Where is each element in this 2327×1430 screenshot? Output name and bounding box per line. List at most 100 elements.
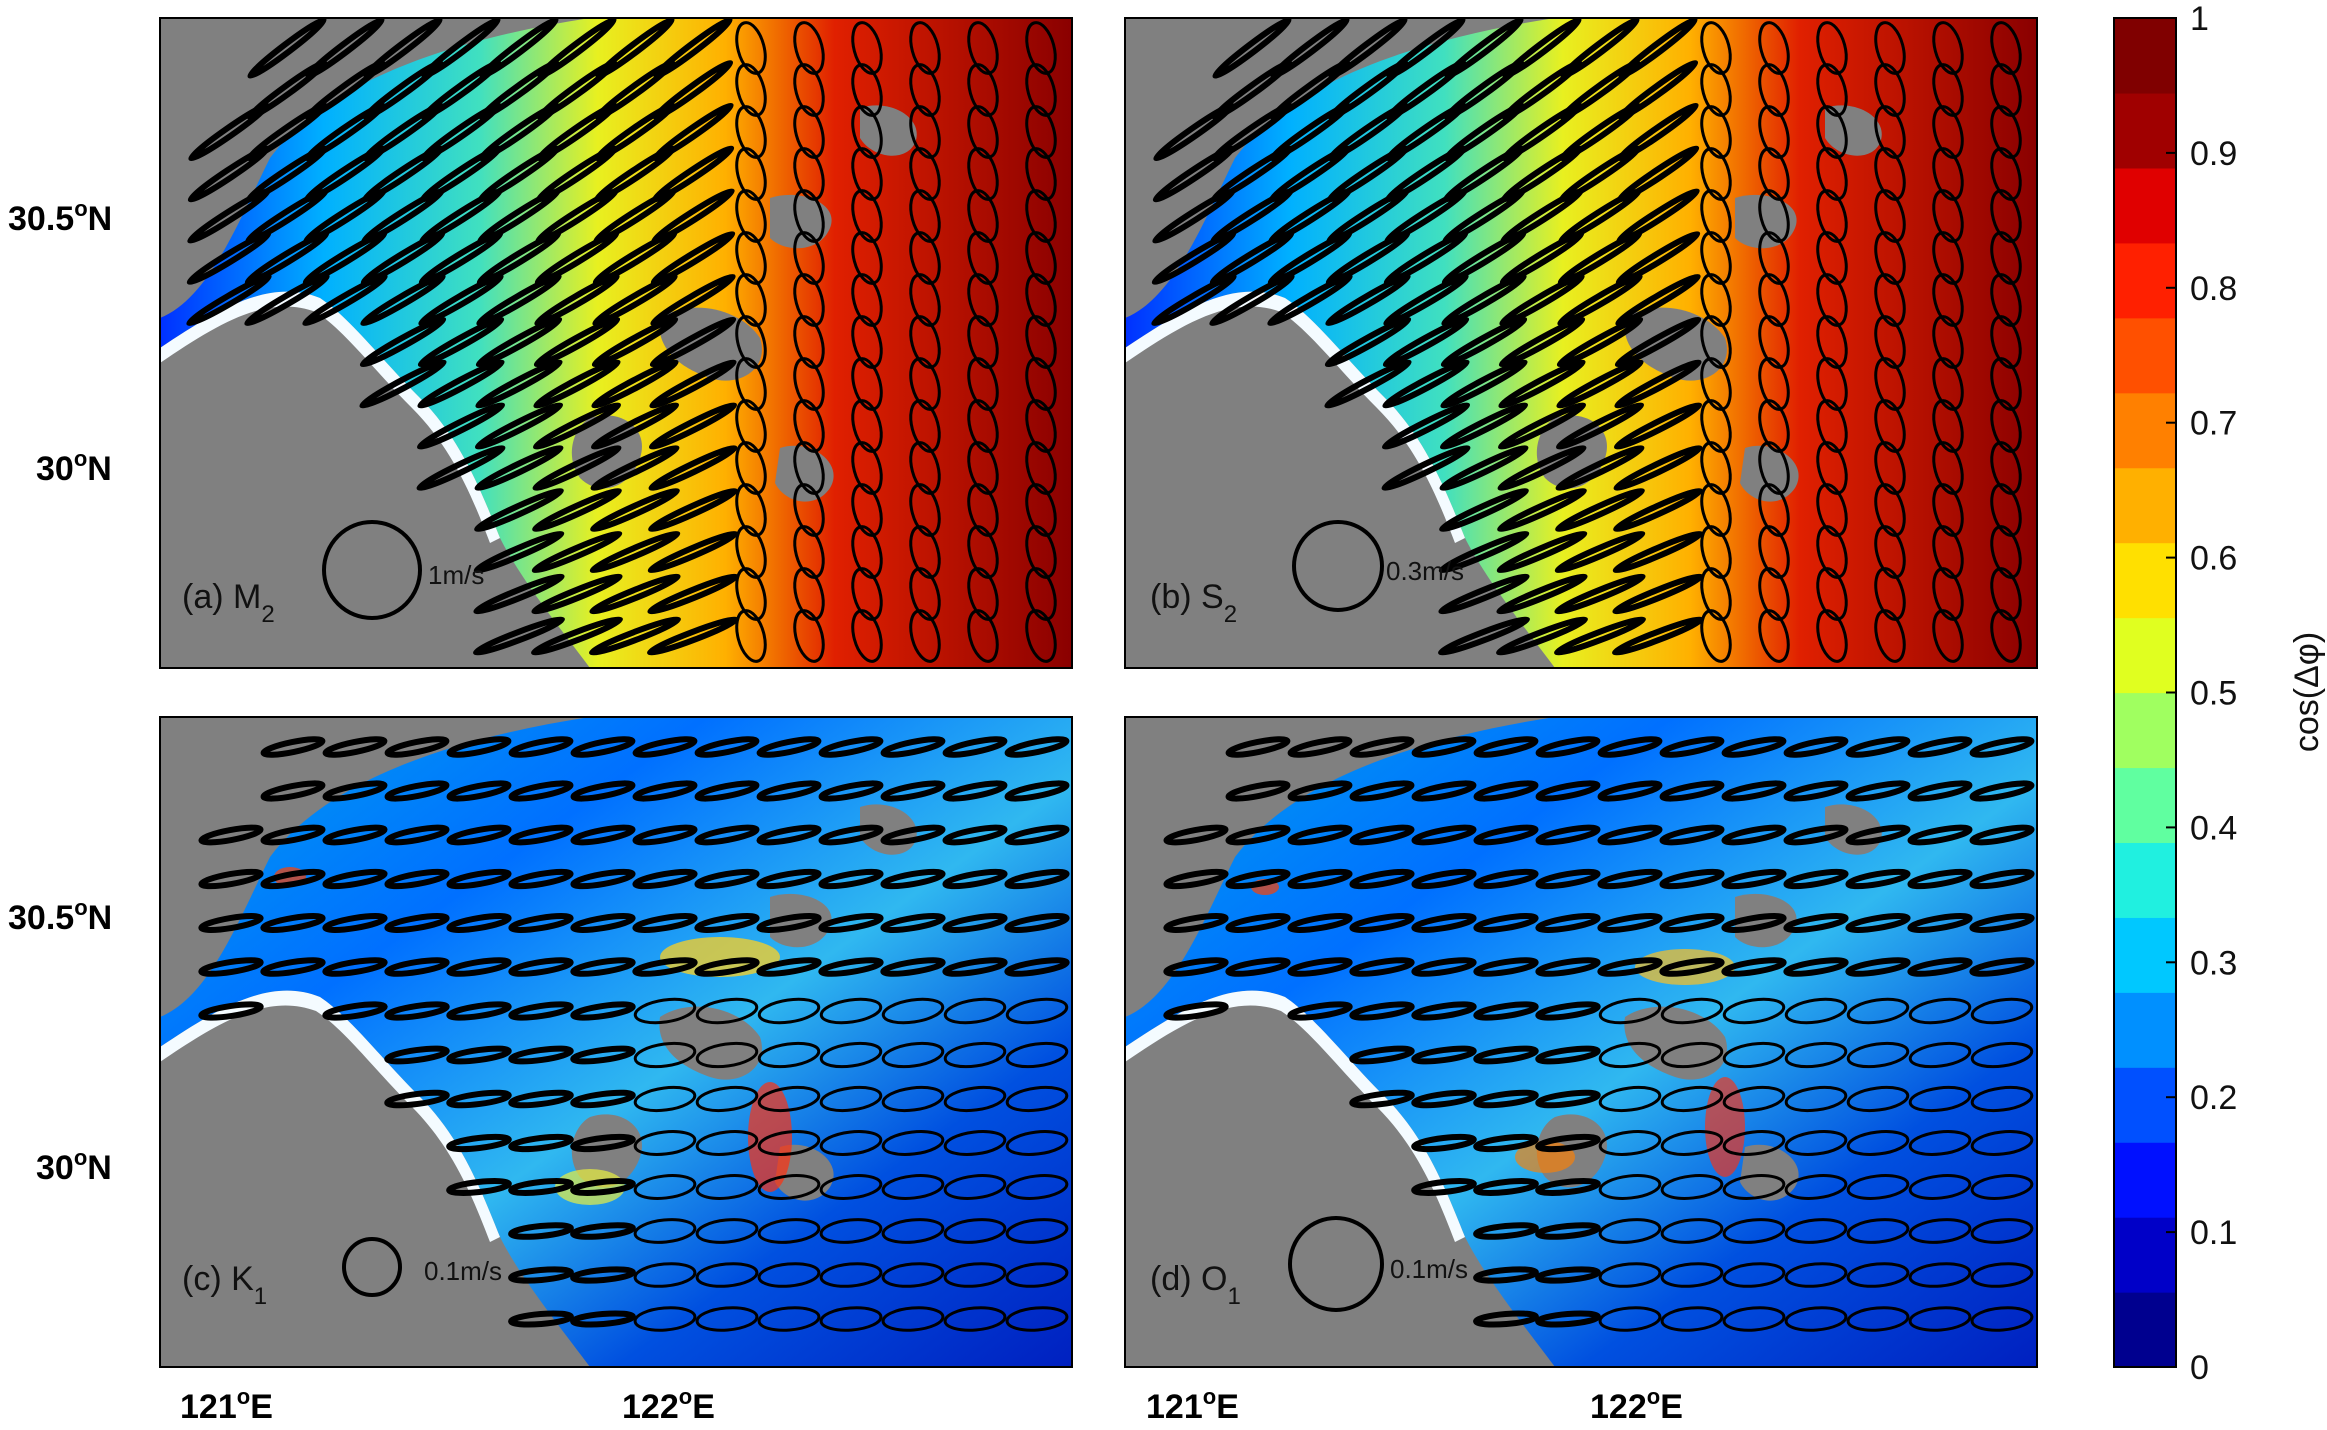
tidal-ellipse: [570, 780, 636, 802]
tidal-ellipse: [360, 273, 446, 327]
tidal-ellipse: [818, 736, 884, 758]
tidal-ellipse: [508, 780, 574, 802]
colorbar-ticks: 1 0.9 0.8 0.7 0.6 0.5 0.4 0.3 0.2 0.1 0: [2166, 0, 2237, 1387]
tidal-ellipse: [1598, 1306, 1662, 1332]
x-tick-label: 121oE: [180, 1384, 273, 1426]
tidal-ellipse: [818, 913, 884, 933]
tidal-ellipse: [1535, 1001, 1601, 1021]
tidal-ellipse: [942, 913, 1008, 933]
tidal-ellipse: [1969, 868, 2035, 890]
colorbar-band: [2114, 18, 2176, 94]
tidal-ellipse: [1411, 868, 1477, 890]
tidal-ellipse: [1382, 359, 1470, 409]
colorbar-band: [2114, 1142, 2176, 1218]
tidal-ellipse: [1349, 1089, 1415, 1109]
tidal-ellipse: [851, 609, 883, 663]
tidal-ellipse: [1783, 780, 1849, 802]
tidal-ellipse: [1783, 913, 1849, 933]
tidal-ellipse: [531, 573, 623, 615]
tidal-ellipse: [1499, 273, 1585, 327]
tidal-ellipse: [1908, 997, 1972, 1025]
tidal-ellipse: [1597, 957, 1663, 977]
tidal-ellipse: [694, 957, 760, 977]
scale-label: 0.3m/s: [1386, 556, 1464, 586]
tidal-ellipse: [1845, 868, 1911, 890]
tidal-ellipse: [1411, 1089, 1477, 1109]
tidal-ellipse: [880, 780, 946, 802]
tidal-ellipse: [881, 1085, 945, 1113]
colorbar-band: [2114, 1217, 2176, 1293]
tidal-ellipse: [819, 1218, 883, 1244]
tidal-ellipse: [633, 1130, 697, 1156]
tidal-ellipse: [943, 997, 1007, 1025]
tidal-ellipse: [1287, 913, 1353, 933]
tidal-ellipse: [384, 1001, 450, 1021]
tidal-ellipse: [417, 316, 505, 368]
tidal-ellipse: [1721, 913, 1787, 933]
tidal-ellipse: [1411, 736, 1477, 758]
tidal-ellipse: [359, 359, 447, 409]
tidal-ellipse: [1535, 1222, 1601, 1240]
tidal-ellipse: [1151, 230, 1237, 286]
tidal-ellipse: [1722, 1306, 1786, 1332]
tidal-ellipse: [570, 1310, 636, 1328]
tidal-ellipse: [1908, 1130, 1972, 1156]
colorbar-tick-label: 0: [2190, 1349, 2209, 1387]
tidal-ellipse: [1990, 609, 2022, 663]
tidal-ellipse: [1598, 1218, 1662, 1244]
tidal-ellipse: [1907, 736, 1973, 758]
tidal-ellipse: [943, 1085, 1007, 1113]
tidal-ellipse: [1535, 913, 1601, 933]
tidal-ellipse: [570, 1133, 636, 1153]
tidal-ellipse: [1382, 316, 1470, 368]
colorbar-band: [2114, 467, 2176, 544]
tidal-ellipse: [1440, 316, 1528, 368]
tidal-ellipse: [532, 444, 622, 492]
tidal-ellipse: [359, 316, 447, 368]
tidal-ellipse: [1005, 1130, 1069, 1156]
colorbar-band: [2114, 692, 2176, 769]
tidal-ellipse: [198, 868, 264, 890]
panel-frame: [159, 716, 1073, 1368]
panel-b: (b) S2 0.3m/s: [1124, 17, 2038, 669]
tidal-ellipse: [1163, 957, 1229, 977]
tidal-ellipse: [942, 868, 1008, 890]
tidal-ellipse: [187, 145, 271, 203]
tidal-ellipse: [244, 273, 330, 327]
tidal-ellipse: [508, 1045, 574, 1065]
tidal-ellipse: [1473, 1089, 1539, 1109]
tidal-ellipse: [1497, 444, 1587, 492]
tidal-ellipse: [1496, 530, 1588, 574]
tidal-ellipse: [1660, 1085, 1724, 1113]
tidal-ellipse: [508, 1089, 574, 1109]
tidal-ellipse: [570, 1001, 636, 1021]
tidal-ellipse: [694, 913, 760, 933]
tidal-ellipse: [1721, 824, 1787, 846]
tidal-ellipse: [1411, 913, 1477, 933]
tidal-ellipse: [589, 530, 681, 574]
tidal-ellipse: [695, 1174, 759, 1200]
tidal-ellipse: [1151, 273, 1237, 327]
tidal-ellipse: [1439, 402, 1529, 450]
tidal-ellipse: [446, 824, 512, 846]
tidal-ellipse: [1784, 1306, 1848, 1332]
tidal-ellipse: [1907, 913, 1973, 933]
tidal-ellipse: [694, 780, 760, 802]
tidal-ellipse: [384, 957, 450, 977]
tidal-ellipse: [475, 316, 563, 368]
tidal-ellipse: [1411, 1045, 1477, 1065]
tidal-ellipse: [473, 573, 565, 615]
tidal-ellipse: [1163, 868, 1229, 890]
tidal-ellipse: [534, 273, 620, 327]
tidal-ellipse: [530, 616, 624, 656]
panel-c: (c) K1 0.1m/s: [159, 716, 1073, 1368]
tidal-ellipse: [1722, 1174, 1786, 1200]
colorbar-tick-label: 1: [2190, 0, 2209, 38]
tidal-ellipse: [1907, 868, 1973, 890]
tidal-ellipse: [648, 444, 738, 492]
tidal-ellipse: [818, 868, 884, 890]
tidal-ellipse: [591, 359, 679, 409]
tidal-ellipse: [880, 824, 946, 846]
tidal-ellipse: [1722, 997, 1786, 1025]
